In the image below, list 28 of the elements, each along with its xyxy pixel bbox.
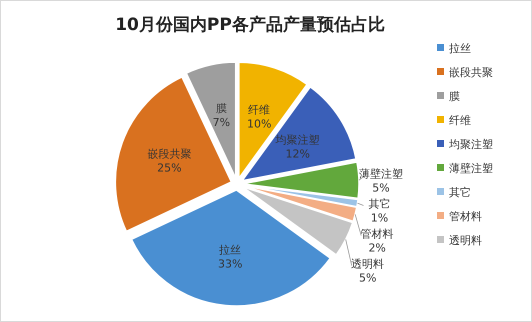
legend-label: 薄壁注塑 bbox=[449, 162, 493, 175]
data-label: 5% bbox=[358, 272, 376, 285]
chart-title: 10月份国内PP各产品产量预估占比 bbox=[115, 15, 385, 35]
legend-label: 膜 bbox=[449, 90, 460, 103]
data-label: 33% bbox=[218, 258, 242, 271]
legend-label: 管材料 bbox=[449, 210, 482, 223]
data-label: 7% bbox=[212, 116, 230, 129]
slice-label: 管材料 bbox=[360, 228, 394, 241]
slice-label: 透明料 bbox=[351, 258, 384, 271]
legend-label: 透明料 bbox=[449, 234, 482, 247]
legend-label: 其它 bbox=[449, 186, 471, 199]
data-label: 25% bbox=[157, 162, 182, 175]
slice-label: 嵌段共聚 bbox=[147, 148, 192, 161]
legend-label: 均聚注塑 bbox=[448, 138, 493, 151]
legend-label: 嵌段共聚 bbox=[449, 66, 493, 79]
legend-label: 纤维 bbox=[449, 114, 471, 127]
data-label: 1% bbox=[370, 212, 388, 225]
slice-label: 薄壁注塑 bbox=[358, 168, 403, 181]
data-label: 10% bbox=[247, 118, 272, 131]
data-label: 2% bbox=[368, 242, 386, 255]
data-label: 12% bbox=[285, 147, 310, 160]
slice-label: 其它 bbox=[368, 198, 390, 211]
slice-label: 拉丝 bbox=[219, 244, 242, 257]
slice-label: 膜 bbox=[216, 102, 227, 115]
slice-label: 均聚注塑 bbox=[274, 133, 320, 146]
data-label: 5% bbox=[372, 182, 390, 195]
slice-label: 纤维 bbox=[248, 104, 270, 117]
legend-label: 拉丝 bbox=[449, 42, 471, 55]
